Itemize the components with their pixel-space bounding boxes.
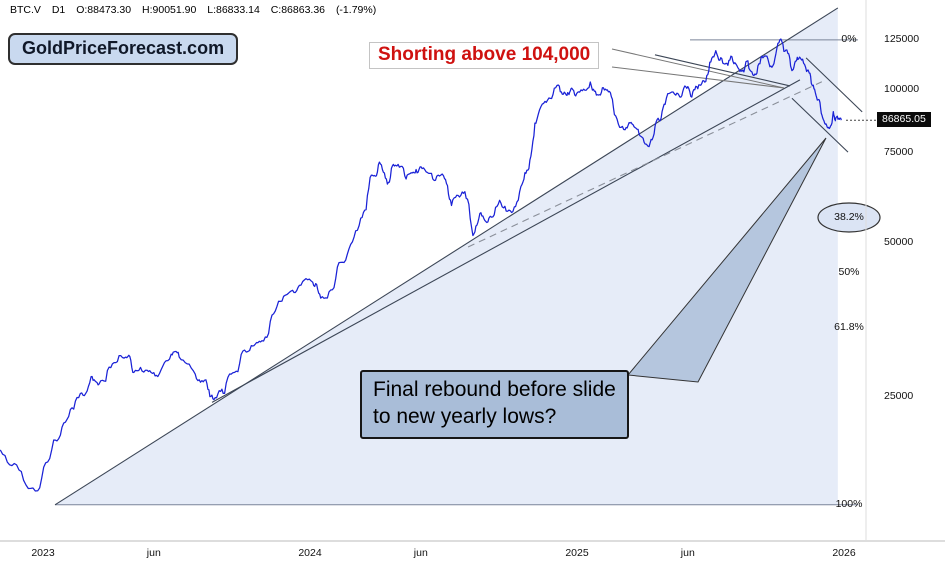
rebound-annotation-line2: to new yearly lows? [373,404,557,428]
rebound-annotation[interactable]: Final rebound before slide to new yearly… [360,370,629,439]
shorting-annotation-text: Shorting above 104,000 [378,44,591,65]
symbol-label: BTC.V [10,4,41,16]
price-line [0,38,842,492]
timeframe-label: D1 [51,4,66,16]
trendline-rising-support[interactable] [211,79,801,403]
close-value: C:86863.36 [271,4,325,16]
trendline-long-term-support[interactable] [54,7,839,506]
trendline-top-resistance[interactable] [654,54,791,87]
change-percent: (-1.79%) [335,4,377,16]
high-value: H:90051.90 [142,4,196,16]
watermark-badge[interactable]: GoldPriceForecast.com [8,33,239,65]
close-prefix: C: [270,4,282,16]
open-prefix: O: [76,4,88,16]
low-value: L:86833.14 [207,4,260,16]
high-number: 90051.90 [152,4,197,16]
rebound-callout-pointer [627,137,827,383]
low-prefix: L: [207,4,216,16]
rebound-annotation-line1: Final rebound before slide [373,378,616,401]
high-prefix: H: [142,4,153,16]
open-value: O:88473.30 [76,4,131,16]
open-number: 88473.30 [87,4,132,16]
watermark-text: GoldPriceForecast.com [22,38,225,58]
trendline-fall-channel-upper[interactable] [805,57,863,113]
current-price-badge: 86865.05 [877,112,931,128]
close-number: 86863.36 [281,4,326,16]
ohlc-info-bar: BTC.V D1 O:88473.30 H:90051.90 L:86833.1… [10,4,384,16]
shorting-callout-line-bottom [611,66,785,89]
trendline-fall-channel-lower[interactable] [791,97,849,153]
shorting-annotation[interactable]: Shorting above 104,000 [369,42,600,69]
fib-382-ellipse[interactable] [817,202,881,233]
trendline-inner-dashed[interactable] [467,81,823,248]
low-number: 86833.14 [216,4,260,16]
shorting-callout-line-top [611,48,785,89]
